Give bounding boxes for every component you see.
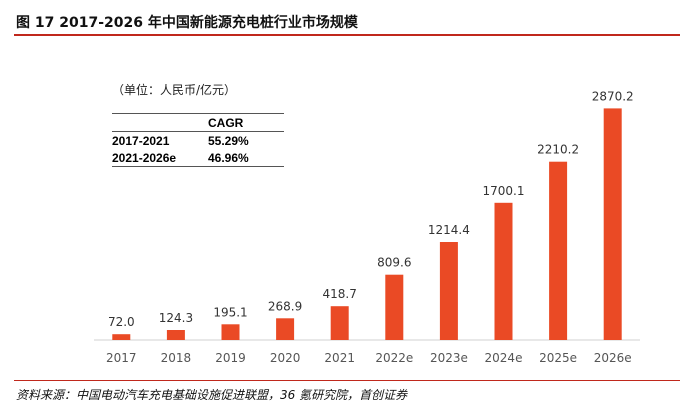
bar-2020 (276, 318, 295, 340)
cagr-header: CAGR (208, 115, 244, 130)
cagr-value: 46.96% (208, 150, 249, 165)
x-tick-label-2021: 2021 (324, 351, 355, 365)
bar-2026e (603, 108, 622, 341)
bar-2017 (112, 334, 131, 340)
bar-2022e (385, 274, 404, 340)
cagr-table-row: 2021-2026e 46.96% (112, 149, 284, 167)
data-label-2020: 268.9 (268, 299, 302, 313)
cagr-table-row: 2017-2021 55.29% (112, 132, 284, 150)
x-tick-label-2020: 2020 (270, 351, 301, 365)
x-tick-label-2024e: 2024e (485, 351, 523, 365)
x-tick-label-2022e: 2022e (375, 351, 413, 365)
bar-2019 (221, 324, 240, 340)
bar-2024e (494, 202, 513, 340)
x-tick-label-2017: 2017 (106, 351, 137, 365)
cagr-period: 2021-2026e (112, 150, 177, 165)
data-label-2026e: 2870.2 (592, 89, 634, 103)
data-label-2022e: 809.6 (377, 256, 411, 270)
x-tick-label-2023e: 2023e (430, 351, 468, 365)
x-tick-label-2018: 2018 (161, 351, 192, 365)
data-label-2018: 124.3 (159, 311, 193, 325)
data-label-2024e: 1700.1 (483, 184, 525, 198)
source-note-bar: 资料来源：中国电动汽车充电基础设施促进联盟，36 氪研究院，首创证券 (14, 380, 680, 405)
cagr-period: 2017-2021 (112, 133, 170, 148)
data-label-2019: 195.1 (213, 305, 247, 319)
data-label-2021: 418.7 (323, 287, 357, 301)
x-tick-label-2026e: 2026e (594, 351, 632, 365)
x-tick-label-2019: 2019 (215, 351, 246, 365)
bar-2025e (549, 161, 568, 340)
figure-title: 图 17 2017-2026 年中国新能源充电桩行业市场规模 (16, 15, 358, 31)
data-label-2023e: 1214.4 (428, 223, 470, 237)
x-tick-label-2025e: 2025e (539, 351, 577, 365)
bar-2018 (166, 330, 185, 340)
unit-note: （单位：人民币/亿元） (112, 83, 237, 97)
data-label-2025e: 2210.2 (537, 143, 579, 157)
bar-2023e (439, 242, 458, 340)
cagr-value: 55.29% (208, 133, 249, 148)
cagr-table-header-row: CAGR (112, 113, 284, 132)
bar-2021 (330, 306, 349, 340)
cagr-table: CAGR 2017-2021 55.29% 2021-2026e 46.96% (112, 113, 284, 167)
source-note: 资料来源：中国电动汽车充电基础设施促进联盟，36 氪研究院，首创证券 (16, 388, 408, 402)
figure-title-bar: 图 17 2017-2026 年中国新能源充电桩行业市场规模 (14, 8, 680, 36)
data-label-2017: 72.0 (108, 315, 135, 329)
